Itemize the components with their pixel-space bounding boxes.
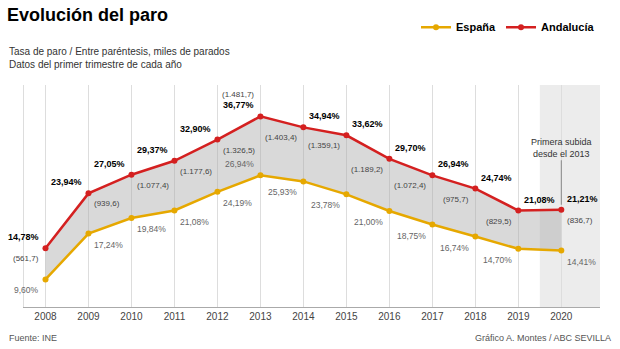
svg-text:2016: 2016 bbox=[378, 311, 401, 322]
svg-text:2010: 2010 bbox=[120, 311, 143, 322]
svg-text:Primera subidadesde el 2013: Primera subidadesde el 2013 bbox=[531, 137, 592, 159]
svg-text:27,05%: 27,05% bbox=[94, 159, 125, 169]
svg-text:(939,6): (939,6) bbox=[94, 199, 120, 208]
svg-text:2008: 2008 bbox=[34, 311, 57, 322]
svg-text:Fuente: INE: Fuente: INE bbox=[9, 333, 57, 343]
svg-text:34,94%: 34,94% bbox=[309, 111, 340, 121]
svg-text:2009: 2009 bbox=[77, 311, 100, 322]
svg-text:(561,7): (561,7) bbox=[13, 254, 39, 263]
svg-text:2017: 2017 bbox=[421, 311, 444, 322]
svg-text:2015: 2015 bbox=[335, 311, 358, 322]
svg-text:(829,5): (829,5) bbox=[486, 217, 512, 226]
svg-text:18,75%: 18,75% bbox=[397, 231, 426, 241]
svg-text:25,93%: 25,93% bbox=[268, 187, 297, 197]
svg-text:2011: 2011 bbox=[164, 311, 186, 322]
svg-text:29,37%: 29,37% bbox=[137, 145, 168, 155]
svg-text:(975,7): (975,7) bbox=[443, 195, 469, 204]
svg-text:(836,7): (836,7) bbox=[567, 216, 593, 225]
svg-text:(1.326,5): (1.326,5) bbox=[223, 146, 255, 155]
svg-text:(1.359,1): (1.359,1) bbox=[308, 141, 340, 150]
svg-text:23,94%: 23,94% bbox=[51, 177, 82, 187]
svg-text:(1.403,4): (1.403,4) bbox=[265, 133, 297, 142]
svg-text:2013: 2013 bbox=[249, 311, 272, 322]
svg-text:2020: 2020 bbox=[550, 311, 573, 322]
svg-text:Tasa de paro / Entre paréntesi: Tasa de paro / Entre paréntesis, miles d… bbox=[9, 46, 230, 70]
svg-text:2019: 2019 bbox=[507, 311, 530, 322]
svg-text:2014: 2014 bbox=[292, 311, 315, 322]
svg-text:21,08%: 21,08% bbox=[180, 217, 209, 227]
svg-text:14,70%: 14,70% bbox=[483, 255, 512, 265]
svg-text:(1.072,4): (1.072,4) bbox=[394, 181, 426, 190]
svg-text:14,41%: 14,41% bbox=[567, 257, 596, 267]
svg-text:21,00%: 21,00% bbox=[354, 217, 383, 227]
svg-text:España: España bbox=[456, 21, 496, 33]
svg-text:21,08%: 21,08% bbox=[524, 195, 555, 205]
svg-text:Gráfico A. Montes / ABC SEVILL: Gráfico A. Montes / ABC SEVILLA bbox=[475, 333, 611, 343]
svg-text:24,74%: 24,74% bbox=[481, 173, 512, 183]
svg-text:(1.177,6): (1.177,6) bbox=[180, 167, 212, 176]
svg-text:21,21%: 21,21% bbox=[567, 194, 598, 204]
svg-text:9,60%: 9,60% bbox=[14, 285, 39, 295]
svg-text:24,19%: 24,19% bbox=[223, 198, 252, 208]
svg-text:32,90%: 32,90% bbox=[180, 124, 211, 134]
svg-text:19,84%: 19,84% bbox=[137, 224, 166, 234]
svg-text:Andalucía: Andalucía bbox=[541, 21, 594, 33]
svg-text:33,62%: 33,62% bbox=[352, 119, 383, 129]
svg-text:36,77%: 36,77% bbox=[223, 100, 254, 110]
svg-text:2012: 2012 bbox=[206, 311, 229, 322]
svg-text:26,94%: 26,94% bbox=[438, 159, 469, 169]
svg-text:29,70%: 29,70% bbox=[395, 143, 426, 153]
svg-text:(1.077,4): (1.077,4) bbox=[137, 181, 169, 190]
svg-text:(1.189,2): (1.189,2) bbox=[351, 165, 383, 174]
svg-text:16,74%: 16,74% bbox=[440, 243, 469, 253]
svg-text:(1.481,7): (1.481,7) bbox=[222, 90, 254, 99]
svg-text:17,24%: 17,24% bbox=[94, 240, 123, 250]
svg-text:23,78%: 23,78% bbox=[311, 200, 340, 210]
svg-text:Evolución del paro: Evolución del paro bbox=[7, 5, 168, 25]
svg-text:14,78%: 14,78% bbox=[8, 232, 39, 242]
svg-text:2018: 2018 bbox=[464, 311, 487, 322]
svg-text:26,94%: 26,94% bbox=[225, 159, 254, 169]
